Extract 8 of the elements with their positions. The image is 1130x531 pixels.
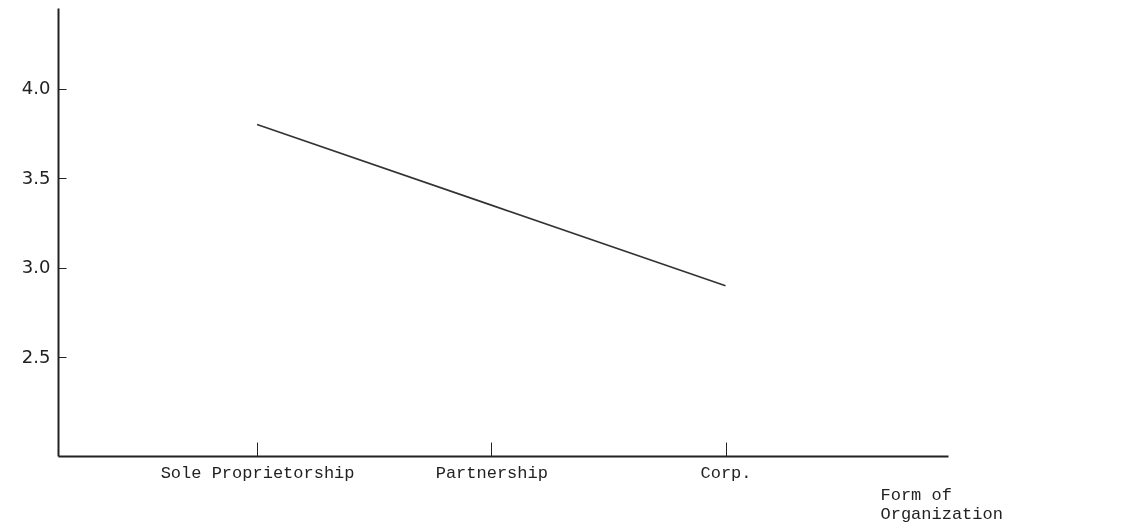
y-tick-label: 3.0	[21, 256, 51, 278]
y-tick-label: 4.0	[21, 77, 51, 99]
x-axis-title: Form of Organization	[880, 485, 1003, 524]
y-tick-label: 3.5	[21, 166, 51, 188]
x-tick-label: Partnership	[435, 463, 548, 483]
x-tick-label: Sole Proprietorship	[160, 463, 355, 483]
y-tick-label: 2.5	[21, 345, 51, 367]
x-tick-label: Corp.	[700, 463, 752, 483]
